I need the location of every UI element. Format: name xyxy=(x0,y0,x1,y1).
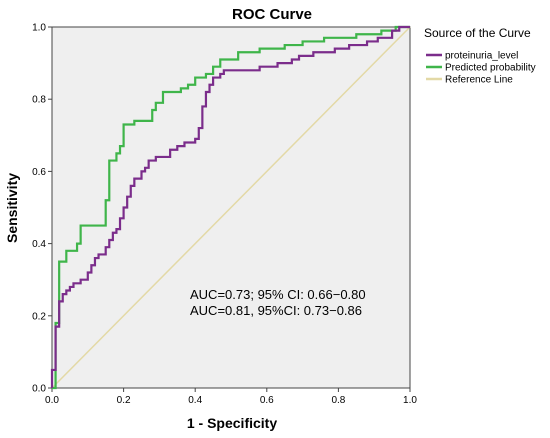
y-tick-label: 0.8 xyxy=(32,95,46,106)
y-tick-label: 1.0 xyxy=(32,23,46,34)
legend-label: proteinuria_level xyxy=(445,51,518,62)
series-line-proteinuria-level xyxy=(50,25,410,388)
y-axis-label: Sensitivity xyxy=(4,173,20,243)
y-tick-label: 0.2 xyxy=(32,311,46,322)
series-layer xyxy=(50,25,411,390)
x-axis-label: 1 - Specificity xyxy=(187,415,277,431)
series-line-predicted-probability xyxy=(52,25,410,390)
legend-label: Reference Line xyxy=(445,75,513,86)
x-tick-label: 0.4 xyxy=(188,395,202,406)
auc-annotation-1: AUC=0.73; 95% CI: 0.66−0.80 xyxy=(190,287,366,302)
x-tick-label: 0.6 xyxy=(260,395,274,406)
y-tick-label: 0.0 xyxy=(32,384,46,395)
auc-annotation-2: AUC=0.81, 95%CI: 0.73−0.86 xyxy=(190,303,362,318)
legend-title: Source of the Curve xyxy=(424,26,531,40)
y-axis: 0.0 0.2 0.4 0.6 0.8 1.0 xyxy=(32,23,52,395)
x-tick-label: 1.0 xyxy=(403,395,417,406)
x-tick-label: 0.0 xyxy=(45,395,59,406)
x-tick-label: 0.2 xyxy=(117,395,131,406)
x-axis: 0.0 0.2 0.4 0.6 0.8 1.0 xyxy=(45,388,417,406)
series-line-reference-line xyxy=(51,26,411,389)
y-tick-label: 0.6 xyxy=(32,167,46,178)
x-tick-label: 0.8 xyxy=(331,395,345,406)
legend-label: Predicted probability xyxy=(445,63,536,74)
y-tick-label: 0.4 xyxy=(32,239,46,250)
legend: Source of the Curve proteinuria_levelPre… xyxy=(424,26,536,86)
chart-title: ROC Curve xyxy=(232,6,312,23)
